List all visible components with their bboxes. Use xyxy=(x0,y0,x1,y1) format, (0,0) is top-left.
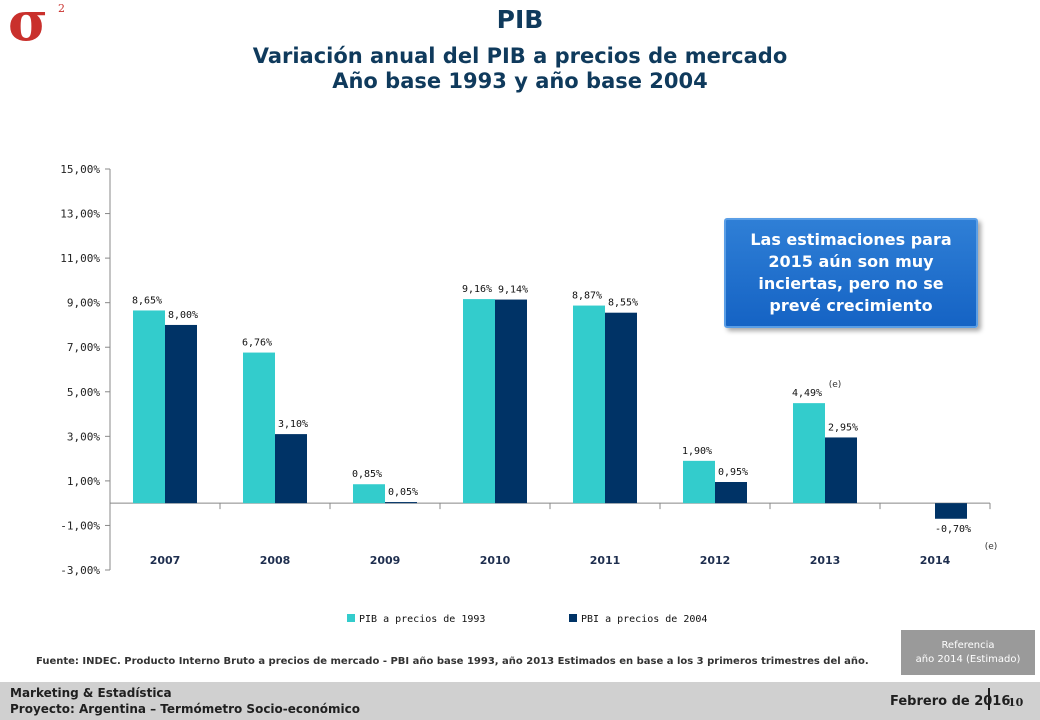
y-tick-label: 11,00% xyxy=(60,252,100,265)
bar-2010-series-2 xyxy=(495,299,527,504)
reference-box: Referencia año 2014 (Estimado) xyxy=(901,630,1035,675)
y-tick-label: 5,00% xyxy=(67,386,100,399)
page-subtitle: Variación anual del PIB a precios de mer… xyxy=(0,44,1040,94)
bar-2010-series-1 xyxy=(463,299,495,504)
x-tick-label: 2011 xyxy=(590,554,621,567)
data-label: 8,00% xyxy=(168,310,198,321)
data-label: 2,95% xyxy=(828,422,858,433)
footer-date: Febrero de 2016 xyxy=(890,694,1011,709)
bar-2013-series-1 xyxy=(793,403,825,504)
y-tick-label: 7,00% xyxy=(67,341,100,354)
x-tick-label: 2012 xyxy=(700,554,731,567)
bar-2011-series-1 xyxy=(573,305,605,504)
footer-bar: Marketing & Estadística Proyecto: Argent… xyxy=(0,682,1040,720)
data-label: 0,05% xyxy=(388,487,418,498)
reference-line-1: Referencia xyxy=(941,639,995,651)
data-label: 8,87% xyxy=(572,291,602,302)
bar-2014-series-2 xyxy=(935,503,967,519)
legend-label: PBI a precios de 2004 xyxy=(581,614,707,625)
data-label: 6,76% xyxy=(242,338,272,349)
estimate-annotation: (e) xyxy=(985,542,998,552)
bar-2009-series-1 xyxy=(353,484,385,504)
y-tick-label: -1,00% xyxy=(60,519,100,532)
data-label: 8,55% xyxy=(608,298,638,309)
estimate-annotation: (e) xyxy=(829,380,842,390)
y-tick-label: 13,00% xyxy=(60,208,100,221)
bar-2008-series-1 xyxy=(243,352,275,504)
y-tick-label: 15,00% xyxy=(60,163,100,176)
footer-separator xyxy=(988,688,990,710)
legend-swatch xyxy=(569,614,577,622)
data-label: 8,65% xyxy=(132,295,162,306)
x-tick-label: 2008 xyxy=(260,554,291,567)
x-tick-label: 2013 xyxy=(810,554,841,567)
company-logo: σ 2 xyxy=(8,0,78,50)
page-number: 10 xyxy=(1008,696,1024,709)
bar-2011-series-2 xyxy=(605,312,637,504)
logo-superscript: 2 xyxy=(58,2,65,15)
data-label: -0,70% xyxy=(935,524,971,535)
y-tick-label: 1,00% xyxy=(67,475,100,488)
data-label: 4,49% xyxy=(792,388,822,399)
bar-2009-series-2 xyxy=(385,502,417,504)
bar-2008-series-2 xyxy=(275,434,307,504)
x-tick-label: 2010 xyxy=(480,554,511,567)
subtitle-line-1: Variación anual del PIB a precios de mer… xyxy=(252,44,788,68)
data-label: 0,85% xyxy=(352,469,382,480)
data-label: 3,10% xyxy=(278,419,308,430)
data-label: 9,14% xyxy=(498,285,528,296)
source-note: Fuente: INDEC. Producto Interno Bruto a … xyxy=(36,656,869,667)
legend-swatch xyxy=(347,614,355,622)
gdp-bar-chart: -3,00% -1,00% 1,00% 3,00% 5,00% 7,00% 9,00% 11,… xyxy=(60,163,998,625)
bar-2007-series-1 xyxy=(133,310,165,504)
data-label: 0,95% xyxy=(718,467,748,478)
bar-2012-series-1 xyxy=(683,460,715,504)
y-tick-label: -3,00% xyxy=(60,564,100,577)
page-title: PIB xyxy=(496,5,544,34)
y-tick-label: 9,00% xyxy=(67,297,100,310)
footer-project: Proyecto: Argentina – Termómetro Socio-e… xyxy=(10,702,361,716)
footer-department: Marketing & Estadística xyxy=(10,686,172,700)
x-tick-label: 2009 xyxy=(370,554,401,567)
y-tick-label: 3,00% xyxy=(67,430,100,443)
subtitle-line-2: Año base 1993 y año base 2004 xyxy=(332,69,708,93)
logo-symbol: σ xyxy=(8,0,48,53)
bar-2007-series-2 xyxy=(165,324,197,504)
data-label: 1,90% xyxy=(682,446,712,457)
reference-line-2: año 2014 (Estimado) xyxy=(915,653,1021,665)
data-label: 9,16% xyxy=(462,284,492,295)
bar-2012-series-2 xyxy=(715,482,747,504)
x-tick-label: 2007 xyxy=(150,554,181,567)
bar-2013-series-2 xyxy=(825,437,857,504)
legend-label: PIB a precios de 1993 xyxy=(359,614,485,625)
estimate-callout: Las estimaciones para 2015 aún son muy i… xyxy=(724,218,978,328)
x-tick-label: 2014 xyxy=(920,554,951,567)
